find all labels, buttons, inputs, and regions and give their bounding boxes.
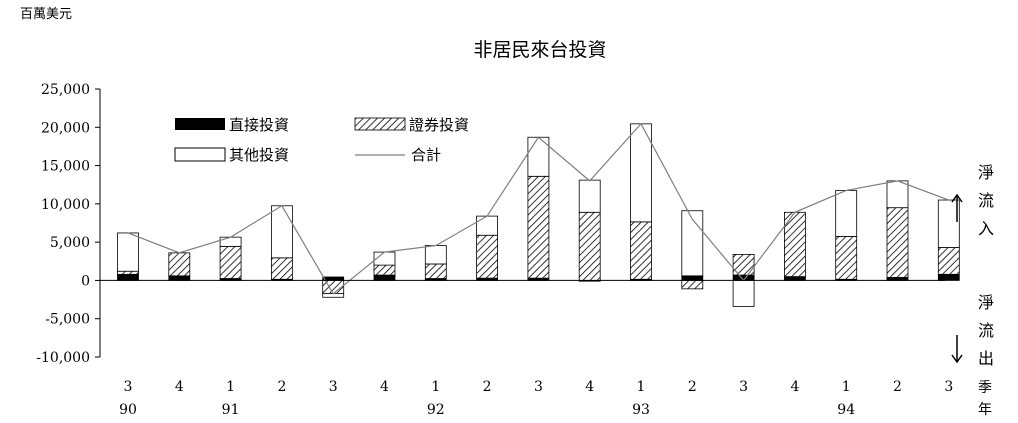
y-tick-label: 0 <box>81 273 90 289</box>
x-category-label: 4 <box>175 379 184 395</box>
up-arrow-head-icon <box>951 193 963 203</box>
y-tick-label: 20,000 <box>41 120 90 136</box>
bar-other <box>117 232 139 272</box>
bar-securities <box>937 247 960 275</box>
bar-securities <box>373 264 396 276</box>
unit-label: 百萬美元 <box>20 7 72 22</box>
x-year-label: 94 <box>837 402 855 418</box>
legend-label-other: 其他投資 <box>229 146 289 164</box>
bar-other <box>835 190 858 237</box>
x-category-label: 1 <box>431 379 440 395</box>
x-year-label: 92 <box>427 402 445 418</box>
x-year-label: 91 <box>222 402 240 418</box>
inflow-char-3: 入 <box>978 219 994 238</box>
y-tick-label: 25,000 <box>41 82 90 98</box>
bar-direct <box>168 275 191 281</box>
total-line-group <box>127 122 950 295</box>
bar-direct <box>784 276 806 281</box>
legend-swatch-direct <box>175 118 225 130</box>
x-category-label: 4 <box>380 379 389 395</box>
bar-securities <box>886 207 909 278</box>
legend-swatch-other <box>174 147 226 162</box>
inflow-char-1: 淨 <box>978 163 994 182</box>
outflow-char-3: 出 <box>978 349 994 368</box>
outflow-char-2: 流 <box>978 321 994 340</box>
bar-securities <box>732 253 755 276</box>
bar-other <box>681 210 704 277</box>
bar-securities <box>168 252 191 277</box>
bar-other <box>270 205 293 259</box>
bar-securities <box>630 221 652 280</box>
y-axis: 25,000 20,000 15,000 10,000 5,000 0 -5,000 -10,… <box>36 82 101 366</box>
bar-other <box>937 199 960 248</box>
bar-direct <box>681 275 704 281</box>
inflow-annotation: 淨 流 入 <box>951 163 994 238</box>
bar-other <box>219 236 242 247</box>
bar-direct <box>322 276 345 281</box>
x-category-label: 2 <box>483 379 492 395</box>
legend: 直接投資 證券投資 其他投資 合計 <box>174 116 469 164</box>
bar-securities <box>270 257 293 280</box>
x-category-label: 3 <box>944 379 953 395</box>
x-category-label: 1 <box>637 379 646 395</box>
bar-securities <box>527 175 550 279</box>
x-category-label: 1 <box>226 379 235 395</box>
x-category-label: 2 <box>688 379 697 395</box>
x-end-label-year: 年 <box>978 402 992 418</box>
x-year-label: 93 <box>632 402 650 418</box>
legend-label-direct: 直接投資 <box>229 116 289 134</box>
y-tick-label: -5,000 <box>45 312 90 328</box>
x-category-label: 4 <box>585 379 594 395</box>
x-category-label: 4 <box>790 379 799 395</box>
bars <box>117 123 960 307</box>
inflow-char-2: 流 <box>978 191 994 210</box>
outflow-annotation: 淨 流 出 <box>951 293 994 368</box>
x-end-label-quarter: 季 <box>978 380 992 396</box>
total-line <box>127 122 950 295</box>
y-tick-label: 15,000 <box>41 159 90 175</box>
x-category-label: 3 <box>534 379 543 395</box>
legend-label-securities: 證券投資 <box>409 116 469 134</box>
bar-securities <box>578 211 601 281</box>
x-category-label: 2 <box>893 379 902 395</box>
down-arrow-head-icon <box>951 354 963 364</box>
legend-swatch-securities <box>354 117 406 131</box>
outflow-char-1: 淨 <box>978 293 994 312</box>
bar-securities <box>476 234 499 279</box>
bar-other <box>424 245 447 265</box>
bar-securities <box>117 270 139 275</box>
bar-securities <box>835 235 858 280</box>
bar-direct <box>373 274 396 281</box>
x-year-label: 90 <box>119 402 137 418</box>
bar-direct <box>937 273 960 281</box>
x-category-label: 2 <box>277 379 286 395</box>
legend-label-total: 合計 <box>411 146 441 164</box>
x-category-label: 3 <box>124 379 133 395</box>
bar-securities <box>424 263 447 279</box>
bar-other <box>476 215 499 236</box>
x-category-label: 3 <box>329 379 338 395</box>
y-tick-label: -10,000 <box>36 350 90 366</box>
y-tick-label: 5,000 <box>50 235 90 251</box>
x-axis: 3 4 1 2 3 4 1 2 3 4 1 2 3 4 1 2 3 90 91 92 93 94 <box>100 279 953 418</box>
bar-securities <box>219 245 242 279</box>
x-category-label: 1 <box>842 379 851 395</box>
bar-securities <box>681 280 704 290</box>
x-category-label: 3 <box>739 379 748 395</box>
bar-other <box>732 280 755 307</box>
bar-other <box>578 179 601 213</box>
bar-other <box>886 180 909 209</box>
chart-title: 非居民來台投資 <box>473 39 606 61</box>
bar-direct <box>117 273 139 281</box>
y-tick-label: 10,000 <box>41 197 90 213</box>
